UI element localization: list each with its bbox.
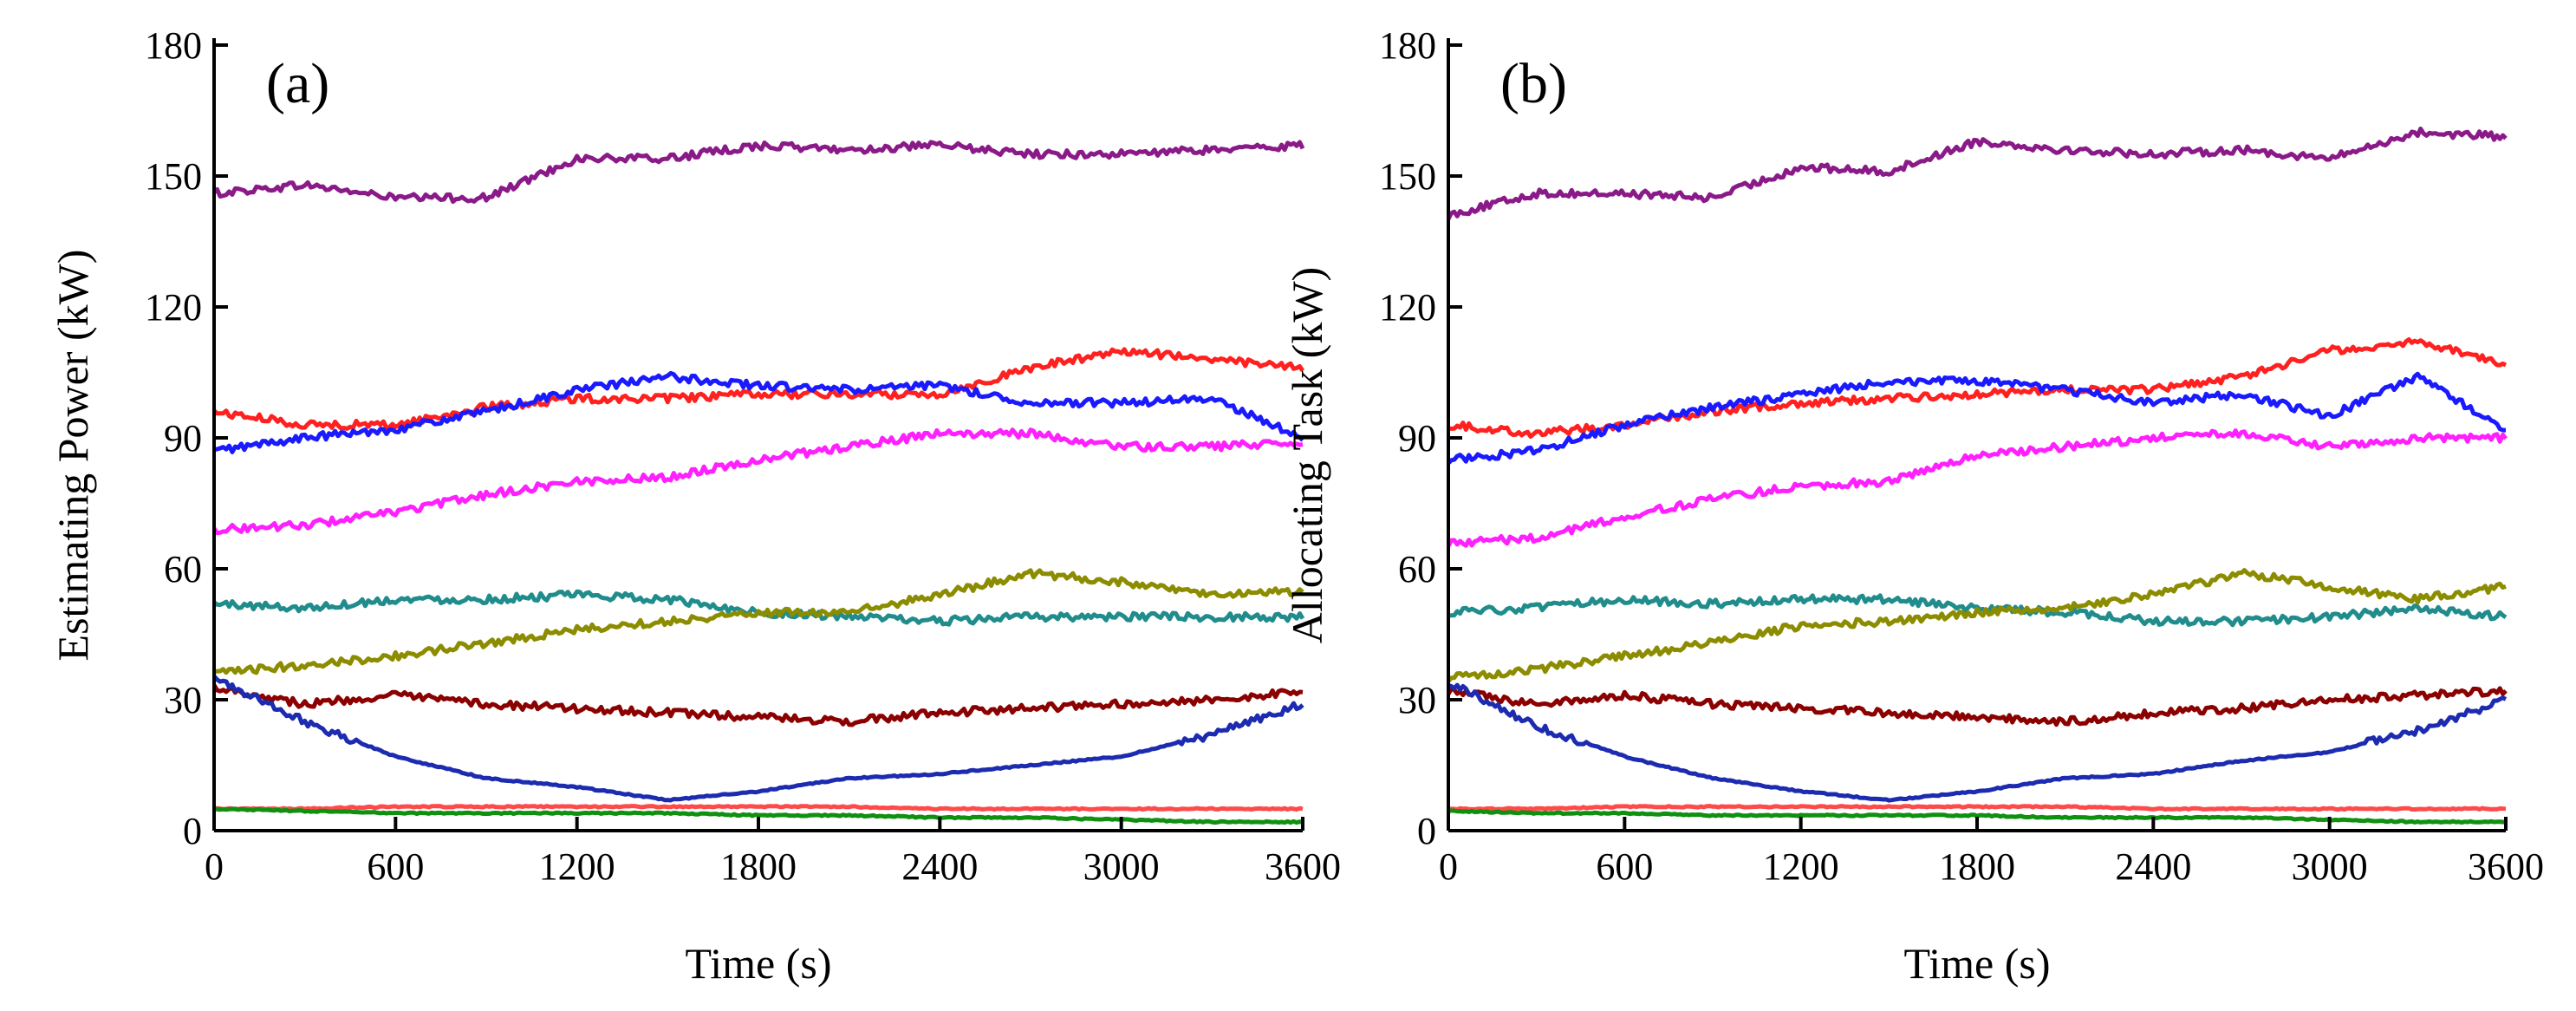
series-line-purple — [1446, 127, 2508, 220]
x-tick-label: 600 — [367, 845, 424, 888]
series-line-red — [1447, 337, 2508, 439]
series-line-blue — [1447, 371, 2506, 466]
x-tick-label: 3600 — [1265, 845, 1341, 888]
x-tick-label: 1200 — [539, 845, 615, 888]
series-line-red — [212, 347, 1305, 431]
series-line-magenta — [1446, 428, 2508, 548]
series-line-purple — [212, 140, 1305, 205]
x-tick-label: 2400 — [2115, 845, 2191, 888]
y-tick-label: 150 — [145, 155, 202, 198]
y-tick-label: 180 — [1379, 24, 1436, 67]
y-tick-label: 120 — [145, 286, 202, 329]
series-line-navy — [1447, 682, 2508, 803]
series-line-dark-red — [211, 683, 1304, 727]
y-tick-label: 90 — [164, 417, 202, 460]
x-tick-label: 1800 — [1939, 845, 2015, 888]
x-tick-label: 0 — [1439, 845, 1458, 888]
series-line-light-red — [213, 804, 1304, 812]
y-tick-label: 30 — [164, 679, 202, 721]
series-line-dark-red — [1446, 686, 2508, 727]
y-tick-label: 30 — [1398, 679, 1436, 721]
x-tick-label: 0 — [205, 845, 224, 888]
y-tick-label: 120 — [1379, 286, 1436, 329]
y-tick-label: 0 — [183, 810, 202, 852]
x-tick-label: 3600 — [2468, 845, 2544, 888]
y-tick-label: 0 — [1417, 810, 1436, 852]
series-line-olive — [1447, 568, 2507, 683]
x-axis-title: Time (s) — [685, 939, 831, 988]
x-tick-label: 3000 — [1083, 845, 1160, 888]
y-tick-label: 180 — [145, 24, 202, 67]
y-axis-title: Allocating Task (kW) — [1283, 267, 1331, 643]
x-tick-label: 600 — [1596, 845, 1653, 888]
series-line-navy — [212, 675, 1304, 803]
y-axis-title: Estimating Power (kW) — [49, 250, 97, 662]
x-tick-label: 2400 — [901, 845, 978, 888]
series-line-olive — [213, 568, 1304, 675]
x-tick-label: 1800 — [720, 845, 797, 888]
y-tick-label: 60 — [1398, 548, 1436, 590]
series-line-magenta — [211, 427, 1304, 536]
panel-label: (b) — [1500, 52, 1567, 115]
x-axis-title: Time (s) — [1903, 939, 2050, 988]
panel-label: (a) — [266, 52, 329, 115]
y-tick-label: 150 — [1379, 155, 1436, 198]
x-tick-label: 1200 — [1763, 845, 1839, 888]
x-tick-label: 3000 — [2292, 845, 2368, 888]
series-line-teal — [1447, 593, 2508, 628]
series-line-teal — [212, 589, 1305, 627]
y-tick-label: 90 — [1398, 417, 1436, 460]
series-line-light-red — [1447, 804, 2507, 812]
series-line-blue — [213, 370, 1304, 454]
y-tick-label: 60 — [164, 548, 202, 590]
